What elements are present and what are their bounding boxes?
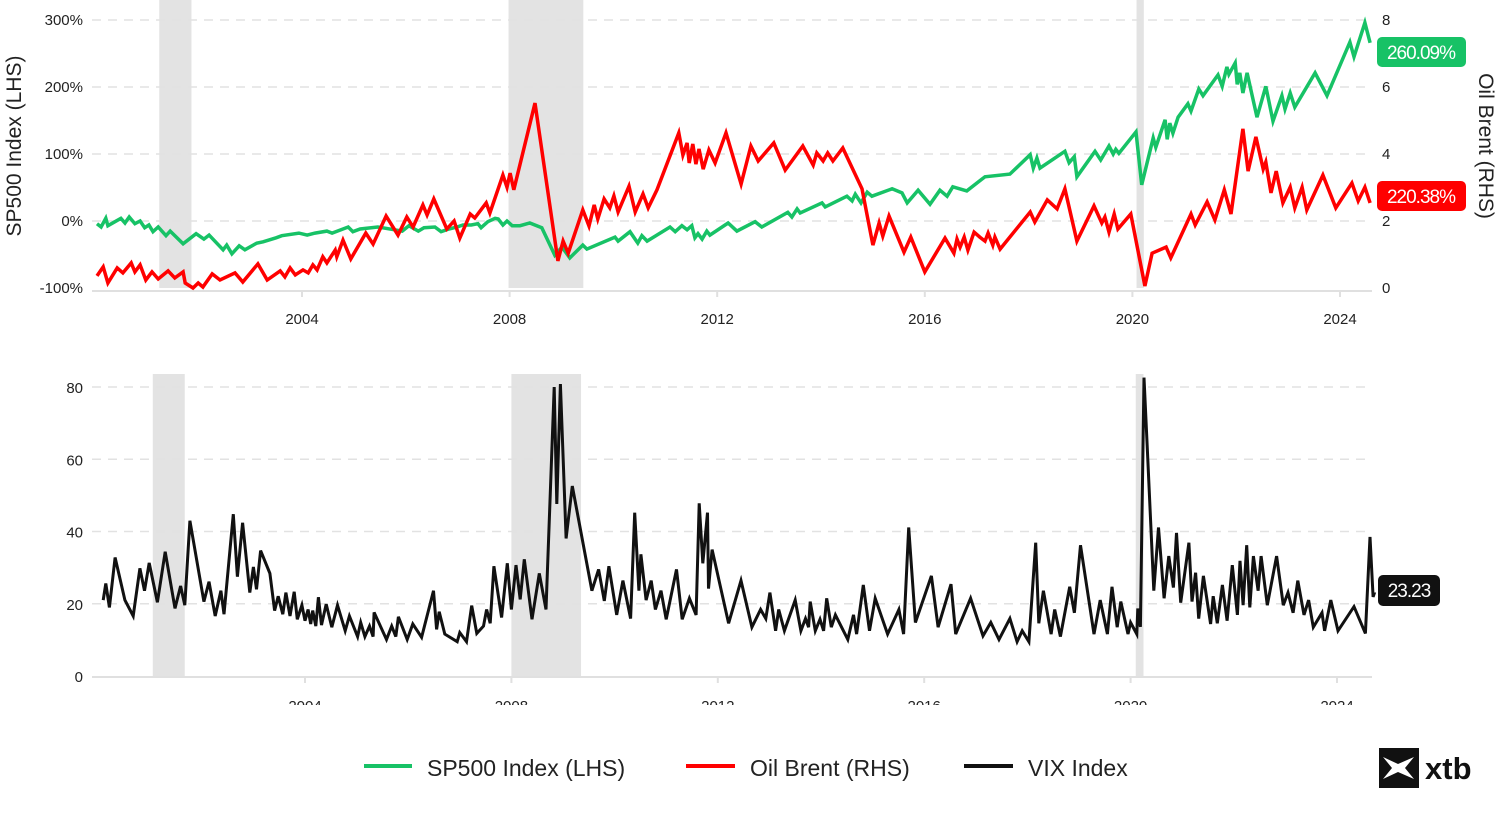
xtb-logo-mark-icon <box>1383 757 1414 779</box>
y-left-tick-label: 0% <box>61 213 83 230</box>
legend-item-vix: VIX Index <box>964 755 1128 781</box>
y-right-axis-label: Oil Brent (RHS) <box>1474 73 1497 219</box>
legend-label-oil: Oil Brent (RHS) <box>750 755 910 781</box>
recession-band <box>159 0 192 288</box>
x-tick-label: 2008 <box>493 311 526 328</box>
x-tick-label: 2020 <box>1114 698 1147 715</box>
y-tick-label: 20 <box>66 597 83 614</box>
y-tick-label: 0 <box>75 669 83 686</box>
y-right-tick-label: 0 <box>1382 280 1390 297</box>
vix-last-value-badge: 23.23 <box>1378 575 1440 606</box>
x-tick-label: 2016 <box>908 311 941 328</box>
y-right-tick-label: 2 <box>1382 213 1390 230</box>
sp500-last-value: 260.09% <box>1387 43 1456 64</box>
y-left-tick-label: -100% <box>40 280 83 297</box>
vix-last-value: 23.23 <box>1388 581 1431 602</box>
top-chart: 300% 200% 100% 0% -100% 8 6 4 2 0 2004 2008 2012 2016… <box>40 0 1390 328</box>
y-left-tick-label: 200% <box>45 79 83 96</box>
vix-line <box>101 377 1377 647</box>
x-tick-label: 2004 <box>288 698 321 715</box>
oil-last-value: 220.38% <box>1387 187 1456 208</box>
legend-label-sp500: SP500 Index (LHS) <box>427 755 625 781</box>
x-tick-label: 2020 <box>1116 311 1149 328</box>
y-tick-label: 40 <box>66 525 83 542</box>
x-tick-label: 2008 <box>495 698 528 715</box>
x-tick-label: 2024 <box>1323 311 1356 328</box>
recession-band <box>1135 374 1144 676</box>
bottom-chart: 80 60 40 20 0 2004 2008 2012 2016 2020 2024 <box>66 374 1377 715</box>
legend-item-sp500: SP500 Index (LHS) <box>364 755 625 781</box>
recession-band <box>152 374 185 676</box>
y-left-tick-label: 300% <box>45 12 83 29</box>
legend: SP500 Index (LHS) Oil Brent (RHS) VIX In… <box>364 755 1128 781</box>
y-right-tick-label: 6 <box>1382 79 1390 96</box>
legend-label-vix: VIX Index <box>1028 755 1128 781</box>
y-left-tick-label: 100% <box>45 146 83 163</box>
x-tick-label: 2004 <box>285 311 318 328</box>
recession-band <box>1136 0 1144 288</box>
oil-last-value-badge: 220.38% <box>1377 181 1466 211</box>
y-left-axis-label: SP500 Index (LHS) <box>3 56 26 237</box>
y-tick-label: 60 <box>66 452 83 469</box>
x-tick-label: 2016 <box>908 698 941 715</box>
y-right-tick-label: 8 <box>1382 12 1390 29</box>
legend-item-oil: Oil Brent (RHS) <box>686 755 910 781</box>
sp500-last-value-badge: 260.09% <box>1377 37 1466 67</box>
xtb-logo-text: xtb <box>1425 751 1472 786</box>
oil-brent-line <box>95 102 1372 291</box>
recession-band <box>511 374 582 676</box>
x-tick-label: 2012 <box>701 698 734 715</box>
y-right-tick-label: 4 <box>1382 146 1390 163</box>
sp500-line <box>95 16 1372 261</box>
x-tick-label: 2024 <box>1320 698 1353 715</box>
y-tick-label: 80 <box>66 380 83 397</box>
xtb-logo: xtb <box>1379 748 1472 788</box>
x-tick-label: 2012 <box>701 311 734 328</box>
